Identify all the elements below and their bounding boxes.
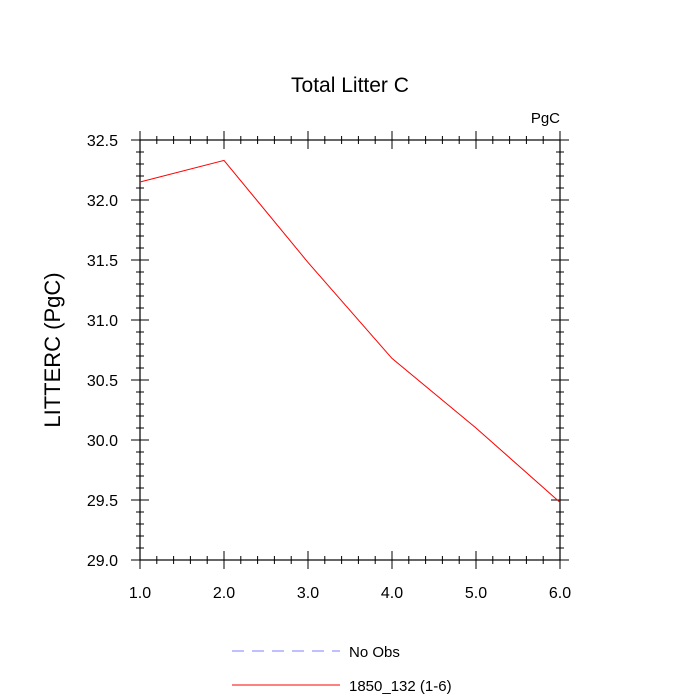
x-tick-label: 4.0 bbox=[381, 585, 403, 602]
series-group bbox=[139, 159, 561, 503]
legend-label-series: 1850_132 (1-6) bbox=[349, 678, 452, 695]
y-tick-label: 31.5 bbox=[87, 253, 118, 270]
x-tick-label: 1.0 bbox=[129, 585, 151, 602]
x-tick-label: 5.0 bbox=[465, 585, 487, 602]
y-tick-label: 32.5 bbox=[87, 133, 118, 150]
series-line bbox=[139, 159, 561, 503]
axis-tick-labels: 1.0 2.0 3.0 4.0 5.0 6.0 29.0 29.5 30.0 30.5 31.0 31… bbox=[87, 133, 571, 602]
plot-frame bbox=[139, 139, 561, 561]
axis-ticks bbox=[131, 131, 569, 569]
units-label: PgC bbox=[531, 110, 560, 127]
legend-label-no-obs: No Obs bbox=[349, 644, 400, 661]
chart-title: Total Litter C bbox=[291, 74, 409, 97]
x-tick-label: 2.0 bbox=[213, 585, 235, 602]
y-tick-label: 31.0 bbox=[87, 313, 118, 330]
y-tick-label: 30.5 bbox=[87, 373, 118, 390]
y-tick-label: 32.0 bbox=[87, 193, 118, 210]
y-axis-label: LITTERC (PgC) bbox=[40, 272, 65, 427]
x-tick-label: 6.0 bbox=[549, 585, 571, 602]
y-tick-label: 30.0 bbox=[87, 433, 118, 450]
y-tick-label: 29.0 bbox=[87, 553, 118, 570]
y-tick-label: 29.5 bbox=[87, 493, 118, 510]
legend: No Obs 1850_132 (1-6) bbox=[232, 644, 452, 695]
x-tick-label: 3.0 bbox=[297, 585, 319, 602]
